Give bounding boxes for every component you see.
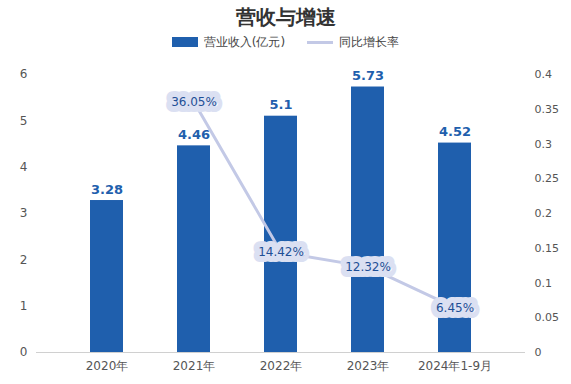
svg-text:0: 0 (20, 345, 28, 359)
svg-text:2: 2 (20, 253, 28, 267)
svg-text:6.45%: 6.45% (436, 301, 474, 315)
svg-text:0: 0 (535, 346, 542, 359)
svg-text:2021年: 2021年 (173, 359, 216, 373)
svg-text:6: 6 (20, 67, 28, 81)
svg-text:5.1: 5.1 (269, 97, 292, 112)
svg-text:0.35: 0.35 (535, 103, 560, 116)
svg-text:3: 3 (20, 206, 28, 220)
svg-text:0.25: 0.25 (535, 172, 560, 185)
svg-text:3.28: 3.28 (91, 182, 123, 197)
svg-text:4: 4 (20, 160, 28, 174)
svg-text:14.42%: 14.42% (258, 245, 304, 259)
svg-text:2020年: 2020年 (86, 359, 129, 373)
svg-text:0.05: 0.05 (535, 311, 560, 324)
svg-text:4.46: 4.46 (178, 127, 210, 142)
html-text:营收与增速: 营收与增速 (235, 5, 336, 29)
svg-text:2023年: 2023年 (347, 359, 390, 373)
svg-text:4.52: 4.52 (439, 124, 471, 139)
svg-text:0.3: 0.3 (535, 138, 553, 151)
html-text:同比增长率: 同比增长率 (339, 34, 400, 49)
svg-text:0.2: 0.2 (535, 207, 553, 220)
html-text:营业收入(亿元): 营业收入(亿元) (203, 34, 286, 49)
svg-text:2024年1-9月: 2024年1-9月 (418, 359, 492, 373)
svg-text:12.32%: 12.32% (345, 260, 391, 274)
svg-text:0.15: 0.15 (535, 242, 560, 255)
svg-text:1: 1 (20, 299, 28, 313)
svg-text:5.73: 5.73 (352, 68, 384, 83)
svg-text:0.4: 0.4 (535, 68, 553, 81)
svg-text:36.05%: 36.05% (171, 95, 217, 109)
svg-text:2022年: 2022年 (260, 359, 303, 373)
svg-text:5: 5 (20, 114, 28, 128)
svg-text:0.1: 0.1 (535, 277, 553, 290)
